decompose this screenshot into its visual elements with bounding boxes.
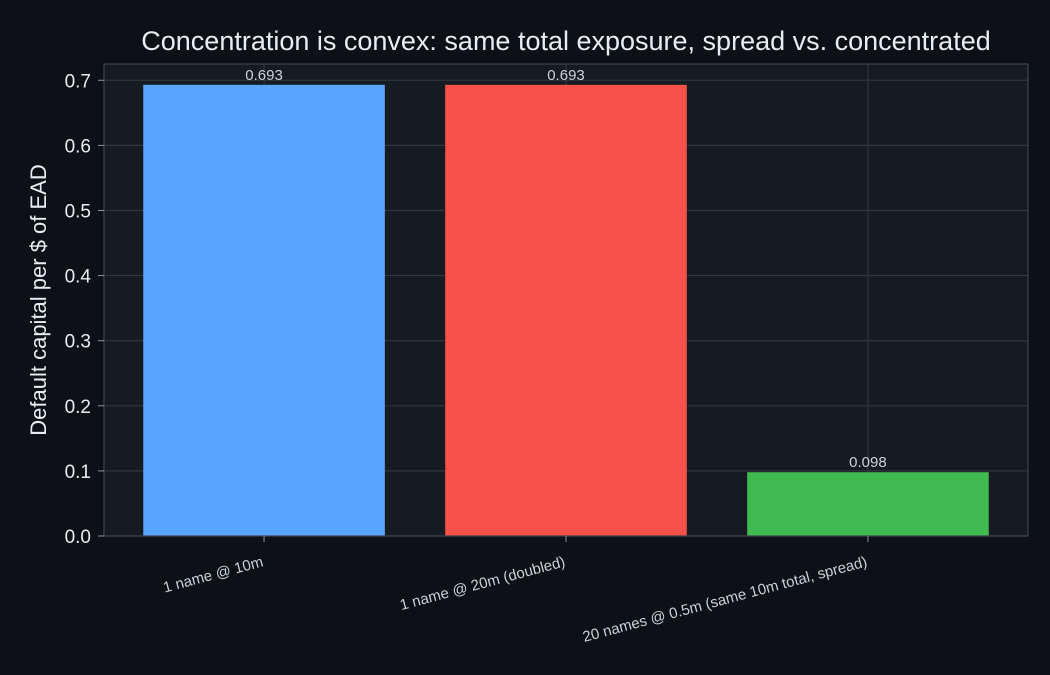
- bars: [143, 84, 989, 537]
- y-tick-label: 0.2: [65, 397, 91, 418]
- y-axis-label: Default capital per $ of EAD: [26, 164, 51, 435]
- bar-value-label: 0.693: [547, 67, 585, 84]
- y-axis-ticks: 0.0 0.1 0.2 0.3 0.4 0.5 0.6 0.7: [65, 71, 104, 548]
- chart-title: Concentration is convex: same total expo…: [141, 26, 990, 56]
- data-labels: 0.693 0.693 0.098: [245, 67, 886, 471]
- bar: [445, 84, 687, 537]
- y-tick-label: 0.6: [65, 136, 91, 157]
- bar-value-label: 0.098: [849, 454, 887, 471]
- y-tick-label: 0.1: [65, 462, 91, 483]
- y-tick-label: 0.0: [65, 527, 91, 548]
- y-tick-label: 0.7: [65, 71, 91, 92]
- bar: [143, 84, 385, 537]
- y-tick-label: 0.5: [65, 201, 91, 222]
- y-tick-label: 0.3: [65, 332, 91, 353]
- bar: [747, 472, 989, 536]
- bar-value-label: 0.693: [245, 67, 283, 84]
- y-tick-label: 0.4: [65, 267, 92, 288]
